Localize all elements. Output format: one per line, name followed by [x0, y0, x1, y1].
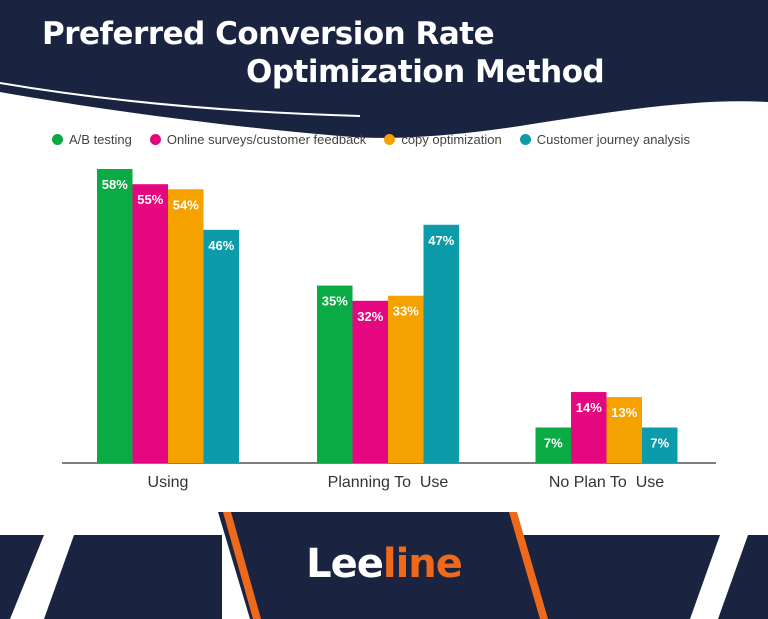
bar [352, 300, 388, 463]
legend-label: A/B testing [69, 132, 132, 147]
legend-swatch [52, 134, 63, 145]
x-tick-label: Using [148, 474, 189, 491]
data-label: 33% [393, 304, 419, 319]
footer-orange-stripe-left [223, 512, 261, 619]
data-label: 13% [611, 405, 637, 420]
bar [168, 189, 204, 463]
legend-item-customer-journey: Customer journey analysis [519, 132, 690, 147]
data-label: 58% [102, 177, 128, 192]
legend-label: Online surveys/customer feedback [166, 132, 367, 147]
data-label: 32% [357, 309, 383, 324]
x-tick-label: No Plan To Use [549, 474, 664, 491]
data-label: 35% [322, 294, 348, 309]
legend-item-online-surveys: Online surveys/customer feedback [149, 132, 367, 147]
bar [606, 397, 642, 463]
logo-part-1: Lee [306, 541, 384, 587]
legend-label: Customer journey analysis [536, 132, 690, 147]
bar [203, 229, 239, 463]
data-label: 54% [173, 197, 199, 212]
data-label: 7% [650, 436, 669, 451]
bar [132, 184, 168, 463]
chart-title-line-1: Preferred Conversion Rate [42, 16, 495, 52]
legend: A/B testing Online surveys/customer feed… [52, 132, 690, 147]
leeline-logo: Leeline [0, 541, 768, 587]
data-label: 14% [576, 400, 602, 415]
bar [535, 427, 571, 463]
chart-title-line-2: Optimization Method [246, 54, 605, 90]
legend-swatch [519, 134, 531, 145]
footer-left-shape-2 [44, 535, 222, 619]
data-label: 55% [137, 192, 163, 207]
bar [423, 224, 459, 463]
bar [388, 295, 424, 463]
legend-item-ab-testing: A/B testing [52, 132, 132, 147]
bar [642, 427, 678, 463]
x-tick-label: Planning To Use [328, 474, 449, 491]
bar [97, 169, 133, 463]
header-curve-line [0, 82, 361, 117]
footer-right-shape-2 [718, 535, 768, 619]
data-label: 47% [428, 233, 454, 248]
data-label: 46% [208, 238, 234, 253]
legend-swatch [384, 134, 396, 145]
legend-label: copy optimization [401, 132, 502, 147]
header-banner [0, 0, 768, 138]
footer-right-shape [515, 535, 720, 619]
bar [571, 392, 607, 463]
bar [317, 285, 353, 463]
footer-orange-stripe-right [509, 512, 548, 619]
legend-swatch [149, 134, 161, 145]
footer-left-shape [0, 535, 44, 619]
legend-item-copy-optimization: copy optimization [384, 132, 502, 147]
logo-part-2: line [382, 541, 463, 587]
footer-center-shape [218, 512, 548, 619]
data-label: 7% [544, 436, 563, 451]
